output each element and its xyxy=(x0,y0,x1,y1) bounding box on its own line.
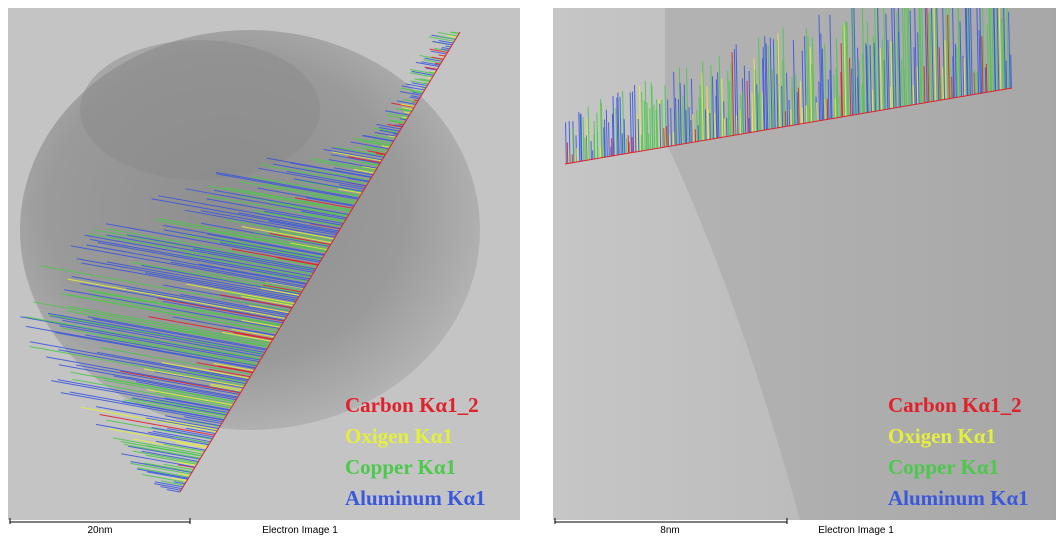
scan-line xyxy=(686,110,687,143)
scan-line xyxy=(985,67,986,92)
scan-line xyxy=(604,127,605,157)
scan-line xyxy=(693,114,694,142)
scan-line xyxy=(789,100,790,126)
scale-bar-left: 20nm Electron Image 1 xyxy=(10,518,338,536)
legend-label: Copper Kα1 xyxy=(345,455,456,479)
scan-line xyxy=(708,109,709,139)
legend-label: Oxigen Kα1 xyxy=(888,424,996,448)
scan-line xyxy=(943,67,944,100)
scan-line xyxy=(797,92,798,124)
legend-label: Aluminum Kα1 xyxy=(345,486,486,510)
legend-label: Carbon Kα1_2 xyxy=(888,393,1022,417)
scale-label: 20nm xyxy=(87,525,112,536)
scan-line xyxy=(773,100,774,128)
legend-label: Aluminum Kα1 xyxy=(888,486,1029,510)
scan-line xyxy=(1006,61,1007,89)
legend-label: Oxigen Kα1 xyxy=(345,424,453,448)
scan-line xyxy=(573,128,574,163)
scan-line xyxy=(689,107,690,143)
caption: Electron Image 1 xyxy=(818,525,894,536)
scan-line xyxy=(705,109,706,140)
scan-line xyxy=(609,122,610,156)
legend-label: Copper Kα1 xyxy=(888,455,999,479)
scan-line xyxy=(697,110,698,141)
scan-line xyxy=(676,111,677,145)
scan-line xyxy=(597,132,598,158)
particle-shadow xyxy=(80,40,320,180)
scale-bar-right: 8nm Electron Image 1 xyxy=(555,518,894,536)
scan-line xyxy=(862,85,863,114)
caption: Electron Image 1 xyxy=(262,525,338,536)
figure: 20nm Electron Image 1 8nm Electron Image… xyxy=(0,0,1056,537)
scan-line xyxy=(432,71,436,72)
scan-line xyxy=(986,64,987,92)
scan-line xyxy=(715,113,716,138)
legend-label: Carbon Kα1_2 xyxy=(345,393,479,417)
scale-label: 8nm xyxy=(660,525,679,536)
scan-line xyxy=(638,119,639,151)
scan-line xyxy=(624,119,625,154)
scan-line xyxy=(1011,55,1012,88)
scan-line xyxy=(710,113,711,139)
scan-line xyxy=(428,78,432,79)
